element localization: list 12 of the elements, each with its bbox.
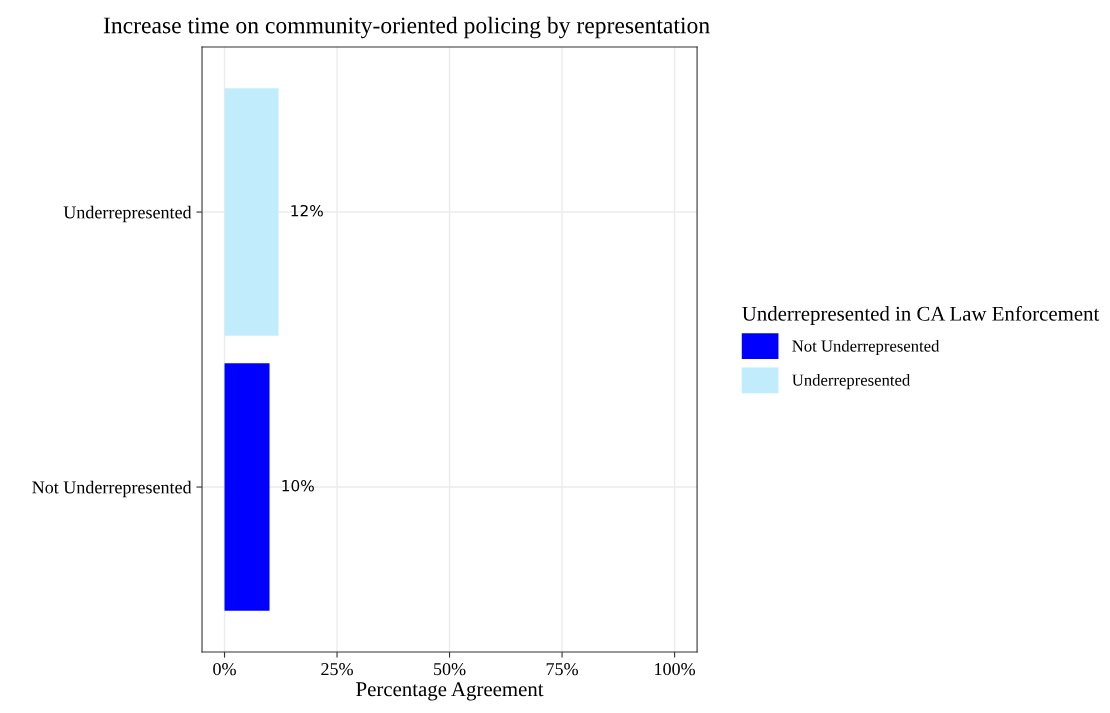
legend-label: Not Underrepresented — [792, 339, 940, 356]
chart-title: Increase time on community-oriented policing by representation — [103, 16, 710, 39]
x-tick-label: 100% — [655, 662, 696, 676]
x-tick-label: 50% — [434, 662, 466, 676]
legend-title: Underrepresented in CA Law Enforcement — [742, 305, 1100, 326]
x-tick-label: 75% — [546, 662, 578, 676]
data-label: 10% — [282, 479, 314, 492]
x-tick-label: 25% — [321, 662, 353, 676]
x-axis-title: Percentage Agreement — [356, 682, 544, 701]
data-label: 12% — [291, 204, 323, 217]
legend-label: Underrepresented — [792, 374, 911, 390]
x-tick-label: 0% — [213, 662, 236, 676]
